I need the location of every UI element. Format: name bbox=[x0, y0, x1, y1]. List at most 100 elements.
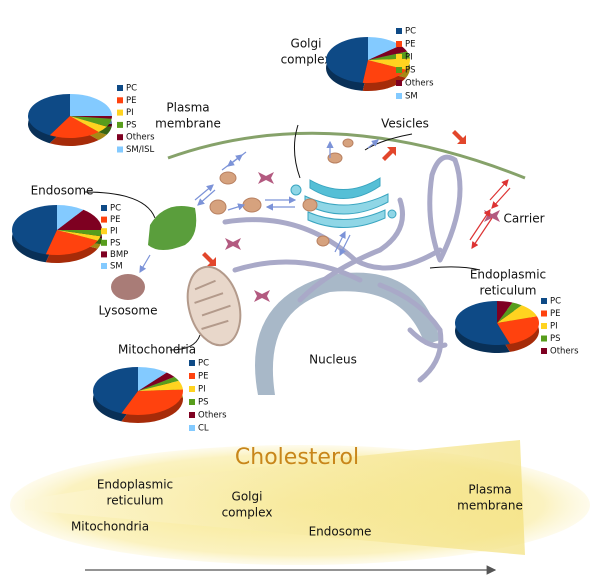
pie-slice bbox=[70, 116, 112, 119]
cholesterol-gradient bbox=[25, 440, 525, 555]
legend-swatch bbox=[101, 205, 107, 211]
pie-slice bbox=[455, 301, 510, 345]
legend-swatch bbox=[189, 386, 195, 392]
cholesterol-label: Golgi bbox=[232, 490, 263, 504]
legend-label: Others bbox=[405, 79, 434, 89]
legend-label: Others bbox=[198, 411, 227, 421]
pie-slice bbox=[362, 60, 407, 83]
organelle-label: membrane bbox=[155, 117, 221, 131]
cholesterol-label: reticulum bbox=[107, 494, 164, 508]
legend-label: Others bbox=[550, 347, 579, 357]
legend-swatch bbox=[541, 298, 547, 304]
pie-slice bbox=[45, 230, 98, 255]
legend-swatch bbox=[101, 263, 107, 269]
organelle-label: Mitochondria bbox=[118, 343, 196, 357]
legend-swatch bbox=[117, 85, 123, 91]
legend-swatch bbox=[189, 399, 195, 405]
legend-swatch bbox=[101, 251, 107, 258]
organelle-label: Carrier bbox=[503, 212, 544, 226]
pie-slice bbox=[57, 230, 102, 237]
legend-swatch bbox=[101, 216, 107, 223]
legend-swatch bbox=[101, 239, 107, 246]
legend-label: PE bbox=[126, 96, 137, 106]
legend-swatch bbox=[189, 360, 195, 366]
legend-swatch bbox=[189, 373, 195, 379]
organelle-label: Nucleus bbox=[309, 353, 357, 367]
legend-label: PC bbox=[550, 297, 561, 307]
legend-swatch bbox=[101, 228, 107, 235]
pie-slice bbox=[325, 37, 368, 83]
legend-label: PI bbox=[198, 385, 206, 395]
pie-slice bbox=[497, 316, 540, 344]
legend-swatch bbox=[117, 97, 123, 104]
legend-label: PI bbox=[550, 322, 558, 332]
legend-label: SM bbox=[405, 92, 418, 102]
pie-slice bbox=[368, 37, 401, 60]
legend-label: SM/ISL bbox=[126, 145, 154, 155]
pie-slice bbox=[49, 116, 99, 138]
cell-drawing bbox=[84, 124, 526, 395]
pie-slice bbox=[497, 301, 513, 323]
legend-label: CL bbox=[198, 424, 209, 434]
pie-slice bbox=[497, 305, 537, 323]
legend-swatch bbox=[117, 121, 123, 128]
pie-slice bbox=[368, 58, 410, 70]
cholesterol-title: Cholesterol bbox=[235, 445, 359, 470]
pie-slice bbox=[497, 302, 522, 323]
organelle-label: Endoplasmic bbox=[470, 268, 546, 282]
legend-swatch bbox=[117, 109, 123, 116]
legend-label: PE bbox=[110, 215, 121, 225]
cholesterol-label: membrane bbox=[457, 499, 523, 513]
legend-swatch bbox=[541, 323, 547, 329]
pie-slice bbox=[28, 94, 70, 136]
legend-swatch bbox=[396, 28, 402, 34]
legend-label: BMP bbox=[110, 250, 128, 260]
legend-swatch bbox=[541, 310, 547, 317]
legend-label: PE bbox=[550, 309, 561, 319]
pie-slice bbox=[57, 230, 101, 241]
legend-label: PE bbox=[405, 40, 416, 50]
legend-swatch bbox=[189, 425, 195, 431]
pie-slice bbox=[93, 367, 138, 414]
legend-label: PI bbox=[405, 53, 413, 63]
pie-chart: PC PE PI PS Others SM bbox=[325, 27, 434, 102]
cholesterol-label: Endoplasmic bbox=[97, 478, 173, 492]
legend-swatch bbox=[541, 335, 547, 342]
organelle-label: Golgi bbox=[291, 37, 322, 51]
pie-chart: PC PE PI PS Others SM/ISL bbox=[28, 84, 155, 155]
legend-label: PC bbox=[110, 204, 121, 214]
legend-swatch bbox=[396, 80, 402, 86]
legend-swatch bbox=[396, 93, 402, 99]
cholesterol-label: complex bbox=[222, 506, 273, 520]
legend-swatch bbox=[117, 146, 123, 153]
cholesterol-label: Mitochondria bbox=[71, 520, 149, 534]
legend-label: PS bbox=[405, 66, 416, 76]
organelle-label: Lysosome bbox=[99, 304, 158, 318]
pie-slice bbox=[57, 205, 84, 230]
legend-swatch bbox=[396, 41, 402, 47]
legend-swatch bbox=[541, 348, 547, 354]
legend-label: PC bbox=[405, 27, 416, 37]
legend-label: PI bbox=[110, 227, 118, 237]
legend-swatch bbox=[189, 412, 195, 418]
pie-slice bbox=[138, 367, 167, 391]
organelle-label: reticulum bbox=[480, 284, 537, 298]
pie-slice bbox=[70, 116, 107, 133]
legend-swatch bbox=[117, 134, 123, 141]
legend-label: PS bbox=[110, 238, 121, 248]
legend-label: PC bbox=[198, 359, 209, 369]
legend-label: Others bbox=[126, 133, 155, 143]
pie-slice bbox=[138, 376, 179, 391]
cholesterol-label: Plasma bbox=[468, 483, 511, 497]
pie-slice bbox=[70, 116, 112, 127]
legend-label: PI bbox=[126, 108, 134, 118]
legend-swatch bbox=[396, 67, 402, 73]
legend-label: PS bbox=[126, 120, 137, 130]
legend-label: PS bbox=[550, 334, 561, 344]
organelle-label: Vesicles bbox=[381, 117, 429, 131]
organelle-label: Plasma bbox=[166, 101, 209, 115]
legend-label: SM bbox=[110, 262, 123, 272]
pie-slice bbox=[138, 372, 175, 391]
pie-slice bbox=[12, 205, 58, 255]
